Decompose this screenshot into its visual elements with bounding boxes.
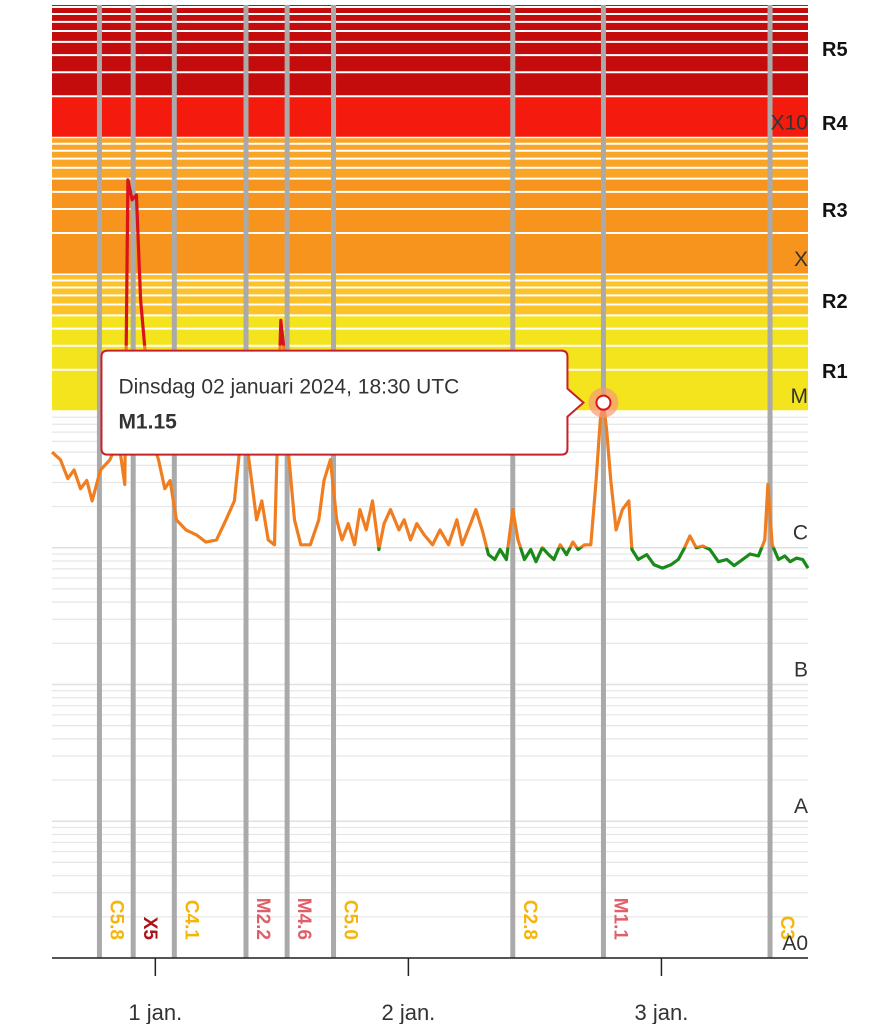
flare-label: C4.1	[180, 900, 201, 941]
flare-label: M2.2	[252, 898, 273, 940]
flare-label: M4.6	[293, 898, 314, 940]
flare-label: C2.8	[519, 900, 540, 940]
flare-label: M1.1	[609, 898, 630, 941]
r-scale-label: R5	[822, 39, 848, 61]
r-scale-label: R1	[822, 361, 848, 383]
r-scale-label: R3	[822, 200, 848, 222]
tooltip-point	[595, 394, 612, 411]
y-tick-label: B	[794, 658, 808, 681]
tooltip: Dinsdag 02 januari 2024, 18:30 UTC M1.15	[100, 349, 585, 456]
r-scale-label: R4	[822, 113, 848, 135]
y-tick-label: X	[794, 248, 808, 271]
x-tick-label: 1 jan.	[128, 1000, 182, 1024]
flux-line	[50, 178, 810, 570]
x-tick-label: 3 jan.	[635, 1000, 689, 1024]
y-tick-label: M	[791, 385, 809, 408]
flare-band	[52, 5, 808, 97]
r-scale-label: R2	[822, 291, 848, 313]
flare-label: C5.8	[105, 900, 126, 940]
flare-label: C3	[776, 916, 797, 940]
flare-label: X5	[139, 917, 160, 941]
y-tick-label: X10	[771, 111, 808, 134]
flare-band	[52, 96, 808, 138]
x-tick-label: 2 jan.	[381, 1000, 435, 1024]
flare-label: C5.0	[340, 900, 361, 940]
tooltip-value: M1.15	[118, 411, 177, 434]
y-tick-label: A0	[782, 932, 808, 955]
y-tick-label: C	[793, 522, 808, 545]
tooltip-date: Dinsdag 02 januari 2024, 18:30 UTC	[118, 376, 459, 399]
y-tick-label: A	[794, 795, 808, 818]
tooltip-box	[100, 349, 585, 456]
flare-band	[52, 178, 808, 275]
